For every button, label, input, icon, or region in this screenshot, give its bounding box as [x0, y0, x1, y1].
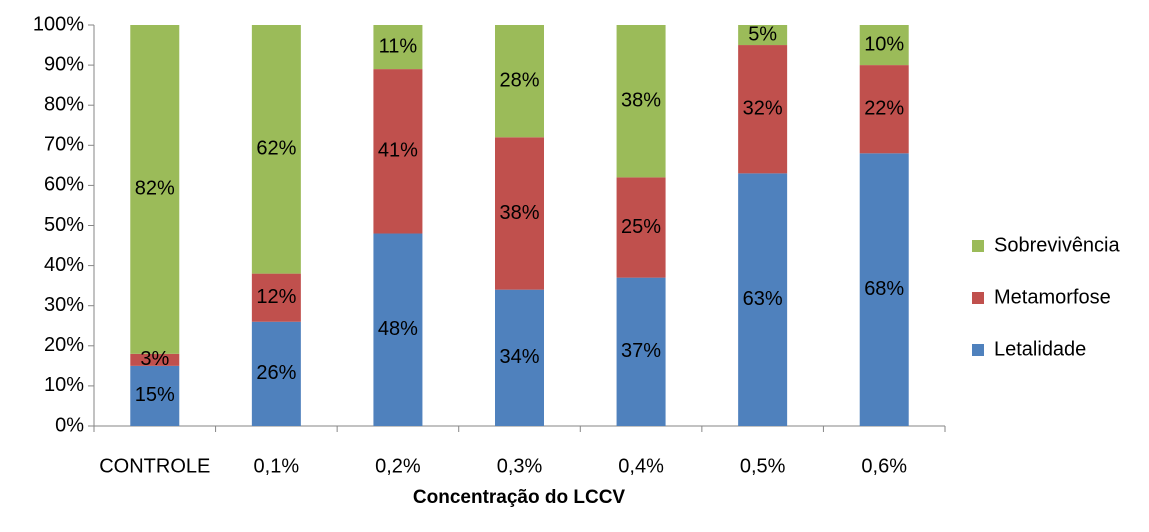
legend-label: Letalidade [994, 338, 1086, 360]
x-tick-label: 0,4% [618, 455, 664, 477]
legend: Sobrevivência Metamorfose Letalidade [972, 234, 1121, 360]
bar-segment-sobrevivência [616, 25, 666, 178]
data-label: 82% [135, 178, 175, 200]
x-axis-title: Concentração do LCCV [413, 487, 626, 508]
data-labels: 15% 3% 82% 26% 12% 62% 48% 41% 11% 34% 38% 28% 37% 25… [135, 23, 905, 406]
legend-label: Sobrevivência [994, 234, 1121, 256]
y-tick-label: 30% [44, 294, 84, 316]
bar-segment-letalidade [859, 153, 909, 426]
data-label: 15% [135, 384, 175, 406]
x-tick-label: 0,1% [254, 455, 300, 477]
bar-segment-sobrevivência [495, 25, 544, 138]
data-label: 10% [864, 33, 904, 55]
y-tick-label: 50% [44, 214, 84, 236]
bar-segment-sobrevivência [251, 25, 301, 274]
data-label: 34% [499, 346, 539, 368]
data-label: 48% [378, 318, 418, 340]
x-axis: CONTROLE 0,1% 0,2% 0,3% 0,4% 0,5% 0,6% [93, 425, 946, 477]
data-label: 62% [256, 138, 296, 160]
legend-swatch [972, 292, 984, 304]
y-tick-label: 100% [33, 13, 84, 35]
data-label: 3% [140, 348, 169, 370]
bar-segment-metamorfose [373, 69, 423, 234]
bar-segment-sobrevivência [373, 25, 423, 70]
x-tick-label: CONTROLE [99, 455, 210, 477]
y-tick-label: 70% [44, 134, 84, 156]
data-label: 32% [743, 97, 783, 119]
legend-swatch [972, 240, 984, 252]
x-tick-label: 0,5% [740, 455, 786, 477]
data-label: 68% [864, 278, 904, 300]
data-label: 25% [621, 216, 661, 238]
data-label: 26% [256, 362, 296, 384]
bar-segment-letalidade [738, 173, 788, 426]
bar-segment-letalidade [130, 365, 180, 426]
data-label: 37% [621, 340, 661, 362]
bar-segment-metamorfose [616, 177, 666, 278]
bar-segment-metamorfose [859, 65, 909, 154]
data-label: 12% [256, 286, 296, 308]
bar-segment-sobrevivência [738, 25, 788, 46]
bar-segment-letalidade [373, 233, 423, 426]
bar-segment-metamorfose [130, 353, 180, 366]
data-label: 11% [379, 35, 418, 57]
bar-segment-sobrevivência [130, 25, 180, 354]
y-tick-label: 10% [44, 374, 84, 396]
y-tick-label: 60% [44, 174, 84, 196]
x-tick-label: 0,3% [497, 455, 543, 477]
y-tick-label: 0% [55, 414, 84, 436]
data-label: 22% [864, 97, 904, 119]
y-axis: 0% 10% 20% 30% 40% 50% 60% 70% 80% 90% 100% [33, 13, 95, 436]
bars [130, 25, 909, 426]
bar-segment-metamorfose [495, 137, 544, 290]
bar-segment-letalidade [616, 277, 666, 426]
legend-swatch [972, 344, 984, 356]
y-tick-label: 90% [44, 53, 84, 75]
y-tick-label: 20% [44, 334, 84, 356]
x-tick-label: 0,2% [375, 455, 421, 477]
data-label: 41% [378, 140, 418, 162]
x-tick-label: 0,6% [861, 455, 907, 477]
bar-segment-metamorfose [738, 45, 788, 174]
data-label: 38% [499, 202, 539, 224]
bar-segment-letalidade [251, 321, 301, 426]
data-label: 5% [748, 23, 777, 45]
y-tick-label: 40% [44, 254, 84, 276]
data-label: 28% [499, 69, 539, 91]
bar-segment-metamorfose [251, 273, 301, 322]
y-tick-label: 80% [44, 93, 84, 115]
bar-segment-sobrevivência [859, 25, 909, 66]
data-label: 38% [621, 89, 661, 111]
data-label: 63% [743, 288, 783, 310]
legend-label: Metamorfose [994, 286, 1111, 308]
bar-segment-letalidade [495, 289, 544, 426]
